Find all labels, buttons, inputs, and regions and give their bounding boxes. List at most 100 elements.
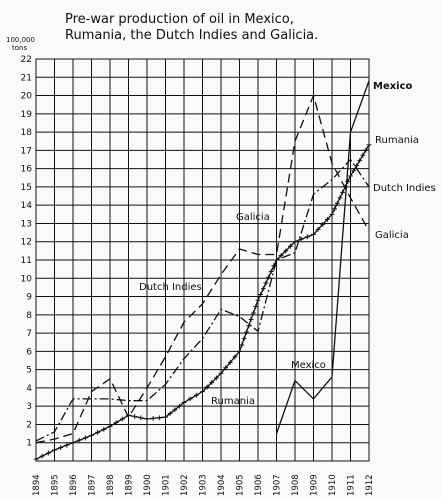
y-tick-label: 15	[21, 183, 32, 193]
cross-marker	[332, 206, 338, 212]
y-tick-label: 8	[26, 311, 32, 321]
cross-marker	[329, 211, 335, 217]
y-tick-label: 9	[26, 293, 32, 303]
cross-marker	[95, 429, 101, 435]
cross-marker	[360, 152, 366, 158]
cross-marker	[209, 380, 215, 385]
x-tick-label: 1911	[347, 474, 357, 496]
series-lines	[33, 80, 372, 462]
cross-marker	[64, 442, 70, 448]
y-tick-label: 13	[21, 219, 32, 229]
cross-marker	[253, 304, 259, 309]
x-tick-label: 1902	[180, 474, 190, 496]
cross-marker	[213, 375, 219, 381]
cross-marker	[156, 415, 162, 421]
cross-marker	[255, 297, 261, 303]
y-tick-label: 2	[26, 420, 32, 430]
cross-marker	[337, 195, 343, 201]
cross-marker	[278, 253, 284, 258]
cross-marker	[107, 423, 113, 429]
cross-marker	[223, 365, 229, 371]
cross-marker	[357, 158, 363, 163]
cross-marker	[340, 189, 345, 195]
cross-marker	[181, 400, 187, 405]
cross-marker	[176, 403, 182, 409]
y-tick-label: 20	[21, 92, 33, 102]
y-tick-label: 18	[21, 128, 33, 138]
inline-label-rumania: Rumania	[211, 396, 255, 407]
y-tick-label: 22	[21, 55, 32, 65]
cross-marker	[76, 437, 82, 443]
x-tick-label: 1909	[310, 474, 320, 496]
cross-marker	[345, 179, 351, 184]
y-tick-label: 3	[26, 402, 32, 412]
y-tick-label: 19	[21, 110, 33, 120]
cross-marker	[33, 456, 39, 462]
cross-marker	[89, 433, 94, 438]
cross-marker	[39, 453, 45, 459]
y-tick-label: 5	[26, 366, 32, 376]
grid	[35, 58, 370, 462]
cross-marker	[266, 274, 271, 280]
cross-marker	[167, 411, 173, 416]
inline-label-mexico: Mexico	[291, 360, 326, 371]
cross-marker	[241, 336, 247, 341]
y-tick-label: 10	[21, 274, 33, 284]
cross-marker	[82, 435, 88, 441]
cross-marker	[311, 232, 316, 237]
cross-marker	[227, 359, 233, 365]
x-tick-label: 1894	[32, 474, 42, 496]
x-tick-label: 1908	[291, 474, 301, 496]
cross-marker	[248, 316, 254, 322]
cross-marker	[244, 329, 249, 335]
cross-marker	[163, 414, 168, 420]
series-line-galicia	[35, 93, 370, 444]
cross-marker	[193, 392, 199, 398]
chart-title-line-2: Rumania, the Dutch Indies and Galicia.	[65, 28, 318, 43]
inline-label-galicia: Galicia	[236, 212, 270, 223]
x-tick-label: 1903	[199, 474, 209, 496]
cross-marker	[260, 286, 266, 292]
y-tick-label: 7	[26, 329, 32, 339]
cross-marker	[304, 234, 310, 240]
cross-marker	[204, 384, 210, 390]
cross-marker	[132, 414, 138, 419]
cross-marker	[138, 415, 144, 421]
x-tick-label: 1905	[236, 474, 246, 496]
x-tick-label: 1910	[328, 474, 338, 496]
cross-marker	[298, 236, 304, 242]
y-tick-label: 4	[26, 384, 32, 394]
cross-marker	[101, 426, 107, 432]
x-tick-label: 1897	[88, 474, 98, 496]
cross-marker	[119, 416, 125, 422]
y-tick-label: 1	[26, 439, 32, 449]
x-tick-label: 1906	[254, 474, 264, 496]
cross-marker	[237, 348, 242, 354]
cross-marker	[187, 396, 193, 402]
cross-marker	[354, 163, 360, 168]
series-label-rumania: Rumania	[375, 135, 419, 146]
cross-marker	[315, 226, 321, 232]
cross-marker	[258, 292, 264, 297]
series-markers-rumania	[33, 142, 372, 462]
y-tick-label: 17	[21, 146, 32, 156]
series-label-galicia: Galicia	[375, 230, 409, 241]
y-tick-label: 16	[21, 165, 33, 175]
cross-marker	[218, 370, 224, 376]
cross-marker	[239, 342, 245, 348]
cross-marker	[232, 354, 238, 360]
cross-marker	[58, 445, 64, 450]
series-labels: Mexico Mexico Rumania Rumania Dutch Indies Du…	[139, 81, 436, 407]
x-tick-label: 1895	[51, 474, 61, 496]
cross-marker	[45, 450, 51, 456]
x-tick-label: 1899	[125, 474, 135, 496]
cross-marker	[363, 147, 369, 153]
cross-marker	[113, 420, 119, 426]
cross-marker	[150, 415, 156, 421]
x-tick-label: 1896	[69, 474, 79, 496]
x-tick-label: 1900	[143, 474, 153, 496]
cross-marker	[70, 440, 76, 446]
